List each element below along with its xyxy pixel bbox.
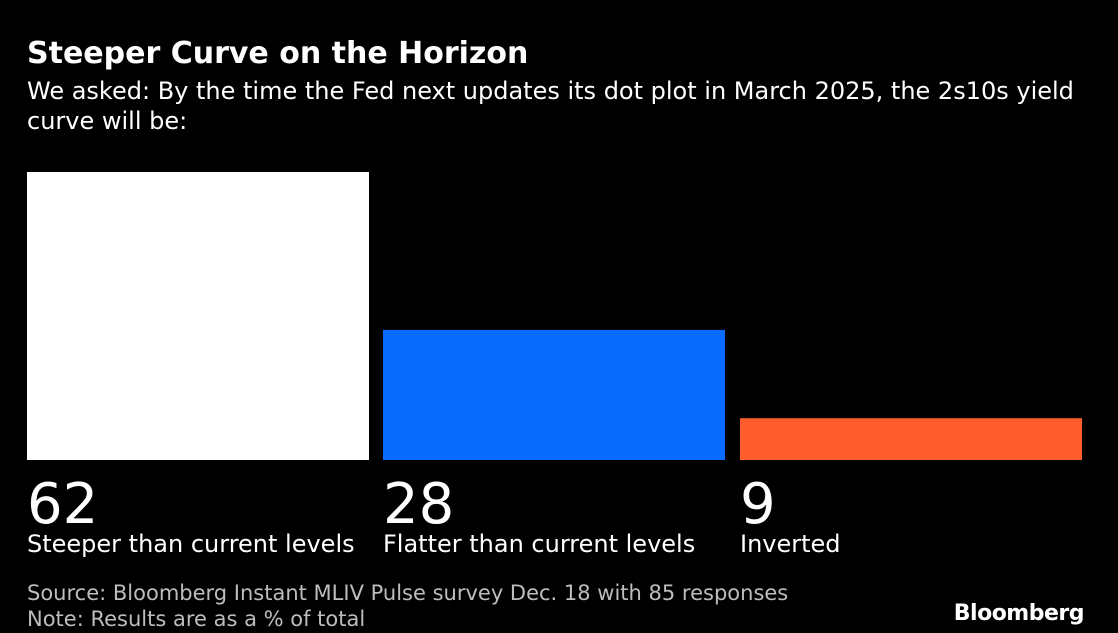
category-label: Steeper than current levels [27, 530, 355, 558]
source-note: Source: Bloomberg Instant MLIV Pulse sur… [27, 581, 789, 605]
chart-title: Steeper Curve on the Horizon [27, 36, 529, 71]
bar-value-label: 9 [740, 472, 776, 537]
bloomberg-logo: Bloomberg [953, 601, 1085, 626]
bar-value-label: 28 [383, 472, 454, 537]
bar-2 [383, 329, 725, 460]
results-note: Note: Results are as a % of total [27, 607, 366, 631]
bar-1 [27, 172, 369, 460]
category-label: Flatter than current levels [383, 530, 695, 558]
category-label: Inverted [740, 530, 841, 558]
bar-value-label: 62 [27, 472, 98, 537]
chart-subtitle: We asked: By the time the Fed next updat… [27, 77, 1074, 135]
bar-3 [740, 418, 1082, 460]
